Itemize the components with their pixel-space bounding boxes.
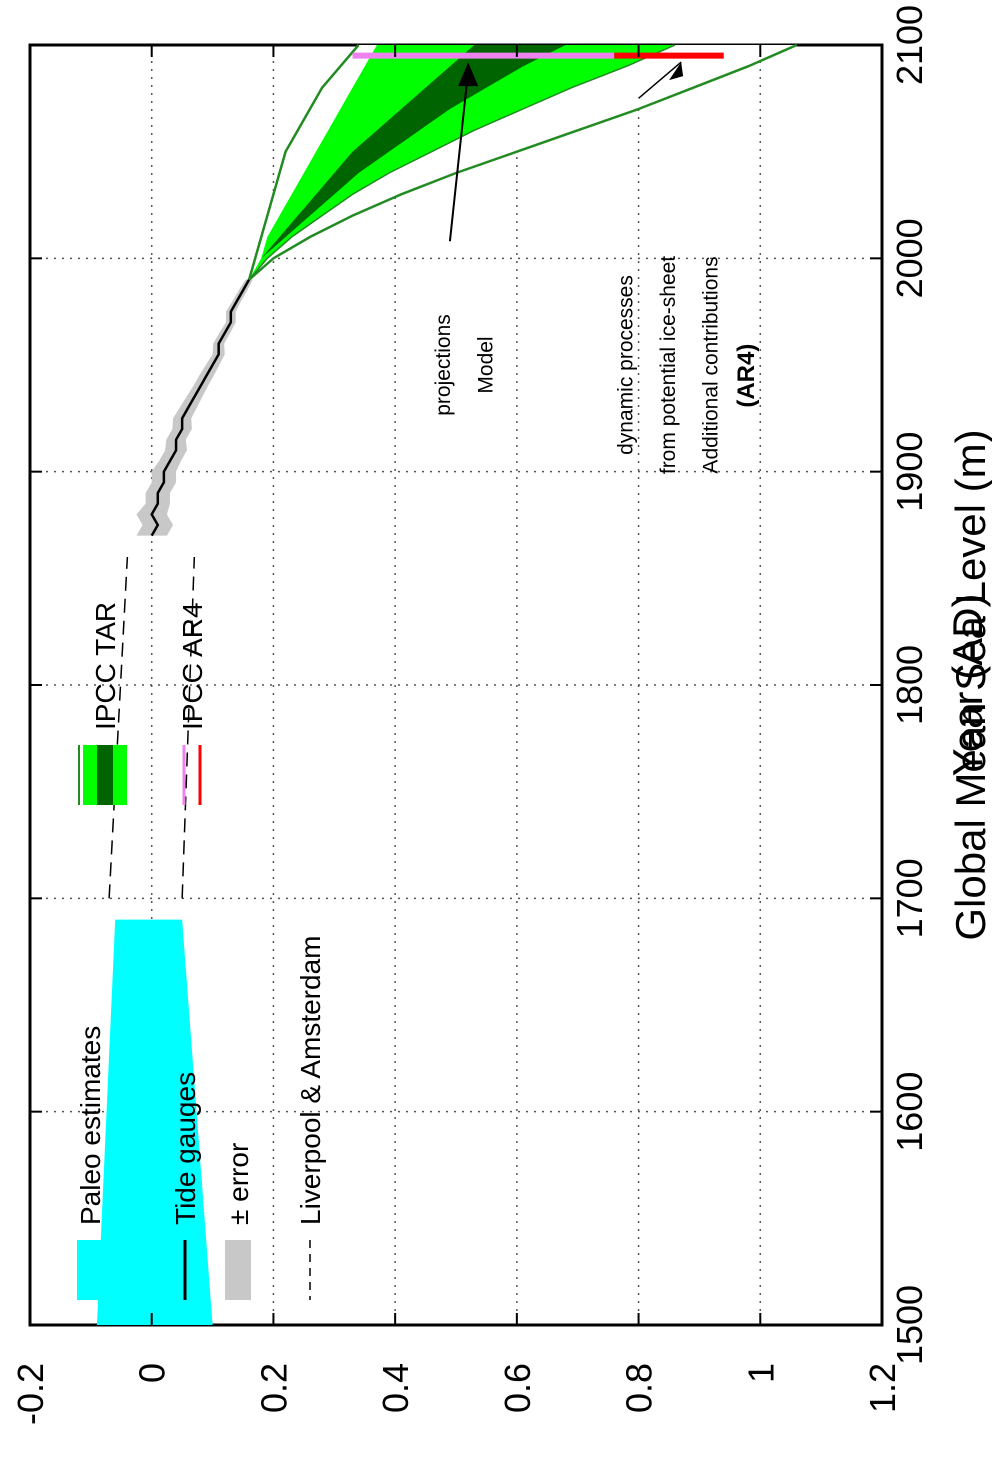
x-axis-label: Year (AD) [944,594,991,777]
legend-swatch [77,1240,103,1300]
legend-label: Liverpool & Amsterdam [295,936,326,1225]
legend-swatch [97,745,113,805]
y-tick-label: -0.2 [10,1363,51,1425]
annotation-text: (AR4) [733,344,760,408]
x-tick-label: 2000 [889,218,930,298]
y-tick-label: 1.2 [862,1363,903,1413]
y-tick-label: 0 [132,1363,173,1383]
grid [30,45,882,1325]
legend-swatch [225,1240,251,1300]
y-tick-label: 1 [740,1363,781,1383]
annotation-arrow [448,70,470,242]
annotation-text: dynamic processes [614,275,637,455]
annotation-arrowhead [458,62,479,87]
tide-gauge-line [150,279,251,537]
paleo-estimates-band [96,919,213,1325]
annotation-arrowhead [669,62,684,81]
annotation-text: Model [475,336,498,393]
y-tick-label: 0.2 [253,1363,294,1413]
axis-ticks [29,44,883,1326]
y-axis-label: Global Mean Sea Level (m) [947,429,992,940]
liverpool-amsterdam-upper-line [181,556,196,899]
legend-label: Paleo estimates [75,1026,106,1225]
legend-label: IPCC AR4 [177,602,208,730]
annotation-text: projections [432,314,455,416]
tide-gauge-error-band [136,279,253,536]
data-lines [108,43,798,899]
tar-light-band [249,45,676,280]
annotation-arrow [638,61,682,99]
annotation-text: from potential ice-sheet [657,256,680,474]
x-tick-label: 1600 [889,1072,930,1152]
x-tick-label: 1900 [889,432,930,512]
y-tick-label: 0.6 [497,1363,538,1413]
x-tick-label: 1500 [889,1285,930,1365]
tar-light-upper-line [248,44,676,281]
x-tick-label: 2100 [889,5,930,85]
annotations: (AR4) Additional contributions from potent… [432,61,760,474]
x-tick-label: 1700 [889,858,930,938]
plot-area [28,43,884,1327]
annotation-text: Additional contributions [700,256,723,473]
liverpool-amsterdam-lower-line [108,556,129,899]
x-tick-label: 1800 [889,645,930,725]
data-bands [96,45,797,1325]
tar-outer-lower-line [247,44,360,281]
tar-outer-upper-line [248,43,798,281]
legend: Paleo estimates Tide gauges ± error Liverpo… [75,602,326,1300]
legend-label: IPCC TAR [90,602,121,730]
y-tick-label: 0.4 [375,1363,416,1413]
legend-label: ± error [223,1143,254,1225]
legend-label: Tide gauges [170,1072,201,1225]
y-tick-label: 0.8 [619,1363,660,1413]
